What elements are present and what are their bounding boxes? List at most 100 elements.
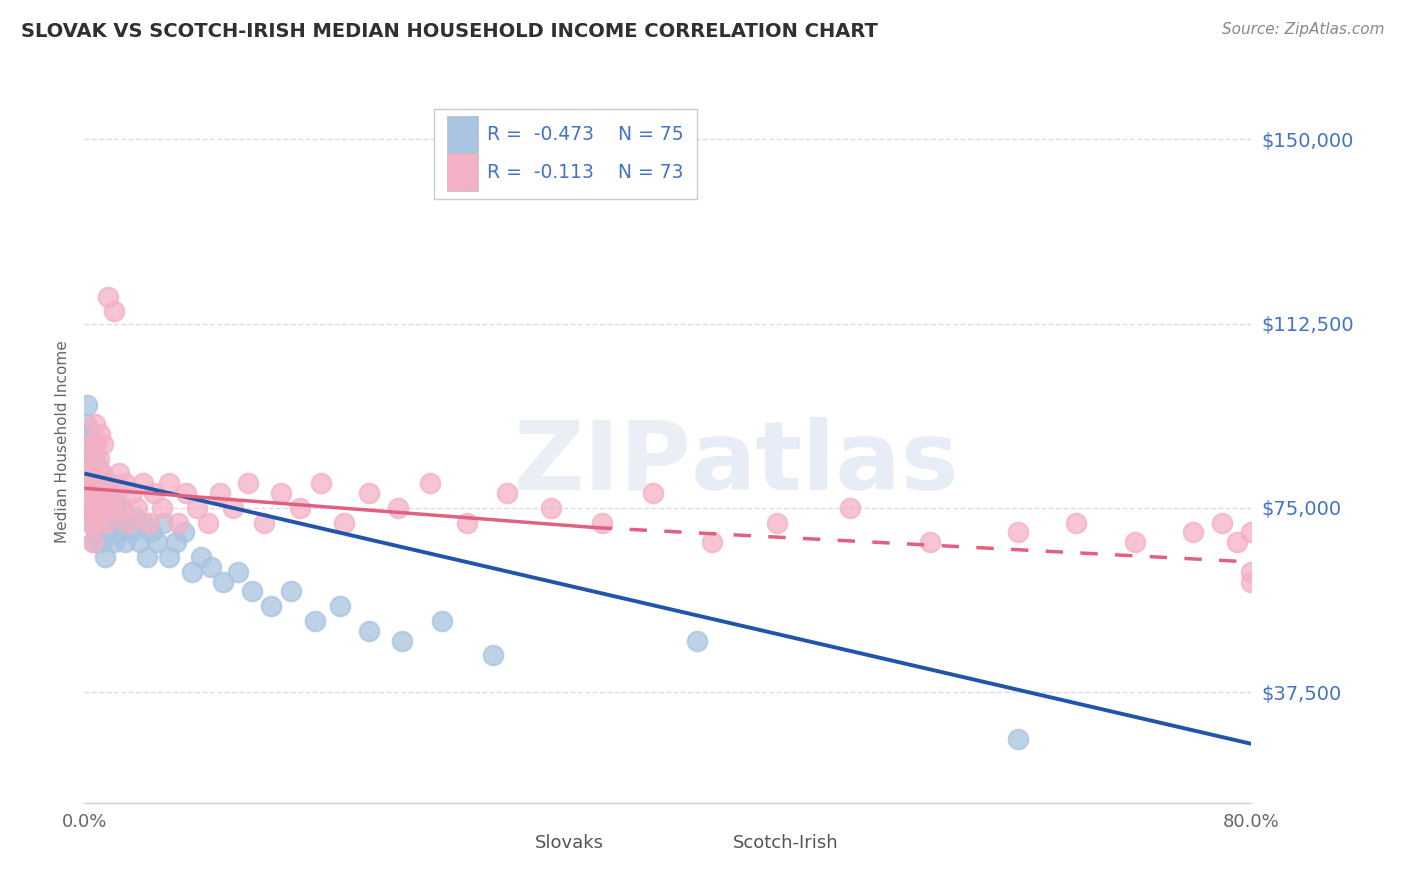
Point — [1240, 565, 1263, 579]
Point — [101, 500, 124, 515]
Point — [83, 486, 105, 500]
Point — [86, 476, 108, 491]
Point — [82, 486, 104, 500]
Point — [200, 560, 222, 574]
Point — [91, 437, 114, 451]
Point — [391, 633, 413, 648]
Text: R =  -0.113    N = 73: R = -0.113 N = 73 — [486, 162, 683, 182]
FancyBboxPatch shape — [447, 116, 478, 153]
Point — [157, 549, 180, 564]
Point — [1240, 574, 1263, 589]
Point — [226, 565, 249, 579]
Point — [96, 516, 118, 530]
Text: SLOVAK VS SCOTCH-IRISH MEDIAN HOUSEHOLD INCOME CORRELATION CHART: SLOVAK VS SCOTCH-IRISH MEDIAN HOUSEHOLD … — [21, 22, 877, 41]
Point — [222, 500, 245, 515]
Point — [166, 516, 188, 530]
Point — [125, 500, 148, 515]
Point — [89, 510, 111, 524]
Point — [117, 516, 139, 530]
Point — [114, 535, 136, 549]
Point — [82, 506, 104, 520]
Point — [84, 437, 107, 451]
Point — [87, 525, 110, 540]
Point — [79, 476, 101, 491]
Point — [82, 437, 104, 451]
Point — [176, 486, 198, 500]
Point — [105, 486, 128, 500]
FancyBboxPatch shape — [447, 153, 478, 191]
Point — [83, 467, 105, 481]
Point — [253, 516, 276, 530]
Point — [839, 500, 862, 515]
Point — [152, 516, 174, 530]
Point — [1007, 525, 1029, 540]
Point — [700, 535, 723, 549]
Point — [97, 289, 120, 303]
Point — [89, 427, 111, 442]
Point — [83, 417, 105, 432]
Point — [76, 467, 98, 481]
Point — [77, 500, 100, 515]
Point — [540, 500, 562, 515]
Point — [333, 516, 356, 530]
Point — [181, 565, 204, 579]
Point — [82, 535, 104, 549]
Point — [240, 584, 263, 599]
Point — [270, 486, 292, 500]
Point — [117, 516, 139, 530]
Point — [84, 491, 107, 505]
Y-axis label: Median Household Income: Median Household Income — [55, 340, 70, 543]
Point — [84, 500, 107, 515]
Text: ZIP: ZIP — [513, 417, 692, 509]
Point — [90, 500, 112, 515]
Point — [150, 500, 173, 515]
Point — [105, 496, 128, 510]
Point — [430, 614, 453, 628]
Point — [80, 486, 103, 500]
Point — [329, 599, 352, 614]
Point — [80, 516, 103, 530]
FancyBboxPatch shape — [700, 827, 727, 858]
Point — [89, 476, 111, 491]
Point — [136, 549, 159, 564]
Point — [82, 476, 104, 491]
Point — [132, 476, 155, 491]
Point — [77, 496, 100, 510]
Point — [80, 451, 103, 466]
Text: Source: ZipAtlas.com: Source: ZipAtlas.com — [1222, 22, 1385, 37]
Point — [86, 467, 108, 481]
Point — [83, 516, 105, 530]
Point — [236, 476, 259, 491]
Point — [76, 398, 98, 412]
Point — [132, 516, 155, 530]
Point — [146, 535, 169, 549]
Point — [496, 486, 519, 500]
Point — [79, 427, 101, 442]
Point — [87, 496, 110, 510]
Point — [84, 457, 107, 471]
Point — [83, 451, 105, 466]
Point — [165, 535, 187, 549]
Point — [79, 516, 101, 530]
Point — [75, 417, 97, 432]
Point — [304, 614, 326, 628]
Text: atlas: atlas — [692, 417, 960, 509]
Point — [77, 447, 100, 461]
Point — [86, 500, 108, 515]
Point — [1226, 535, 1249, 549]
Point — [96, 496, 118, 510]
Point — [98, 486, 121, 500]
Point — [90, 467, 112, 481]
Point — [1240, 525, 1263, 540]
Point — [1066, 516, 1088, 530]
Point — [120, 525, 142, 540]
Point — [309, 476, 332, 491]
Point — [1182, 525, 1205, 540]
Point — [387, 500, 409, 515]
Point — [114, 476, 136, 491]
Point — [86, 516, 108, 530]
Point — [80, 496, 103, 510]
Point — [1211, 516, 1233, 530]
Point — [97, 516, 120, 530]
Point — [90, 535, 112, 549]
